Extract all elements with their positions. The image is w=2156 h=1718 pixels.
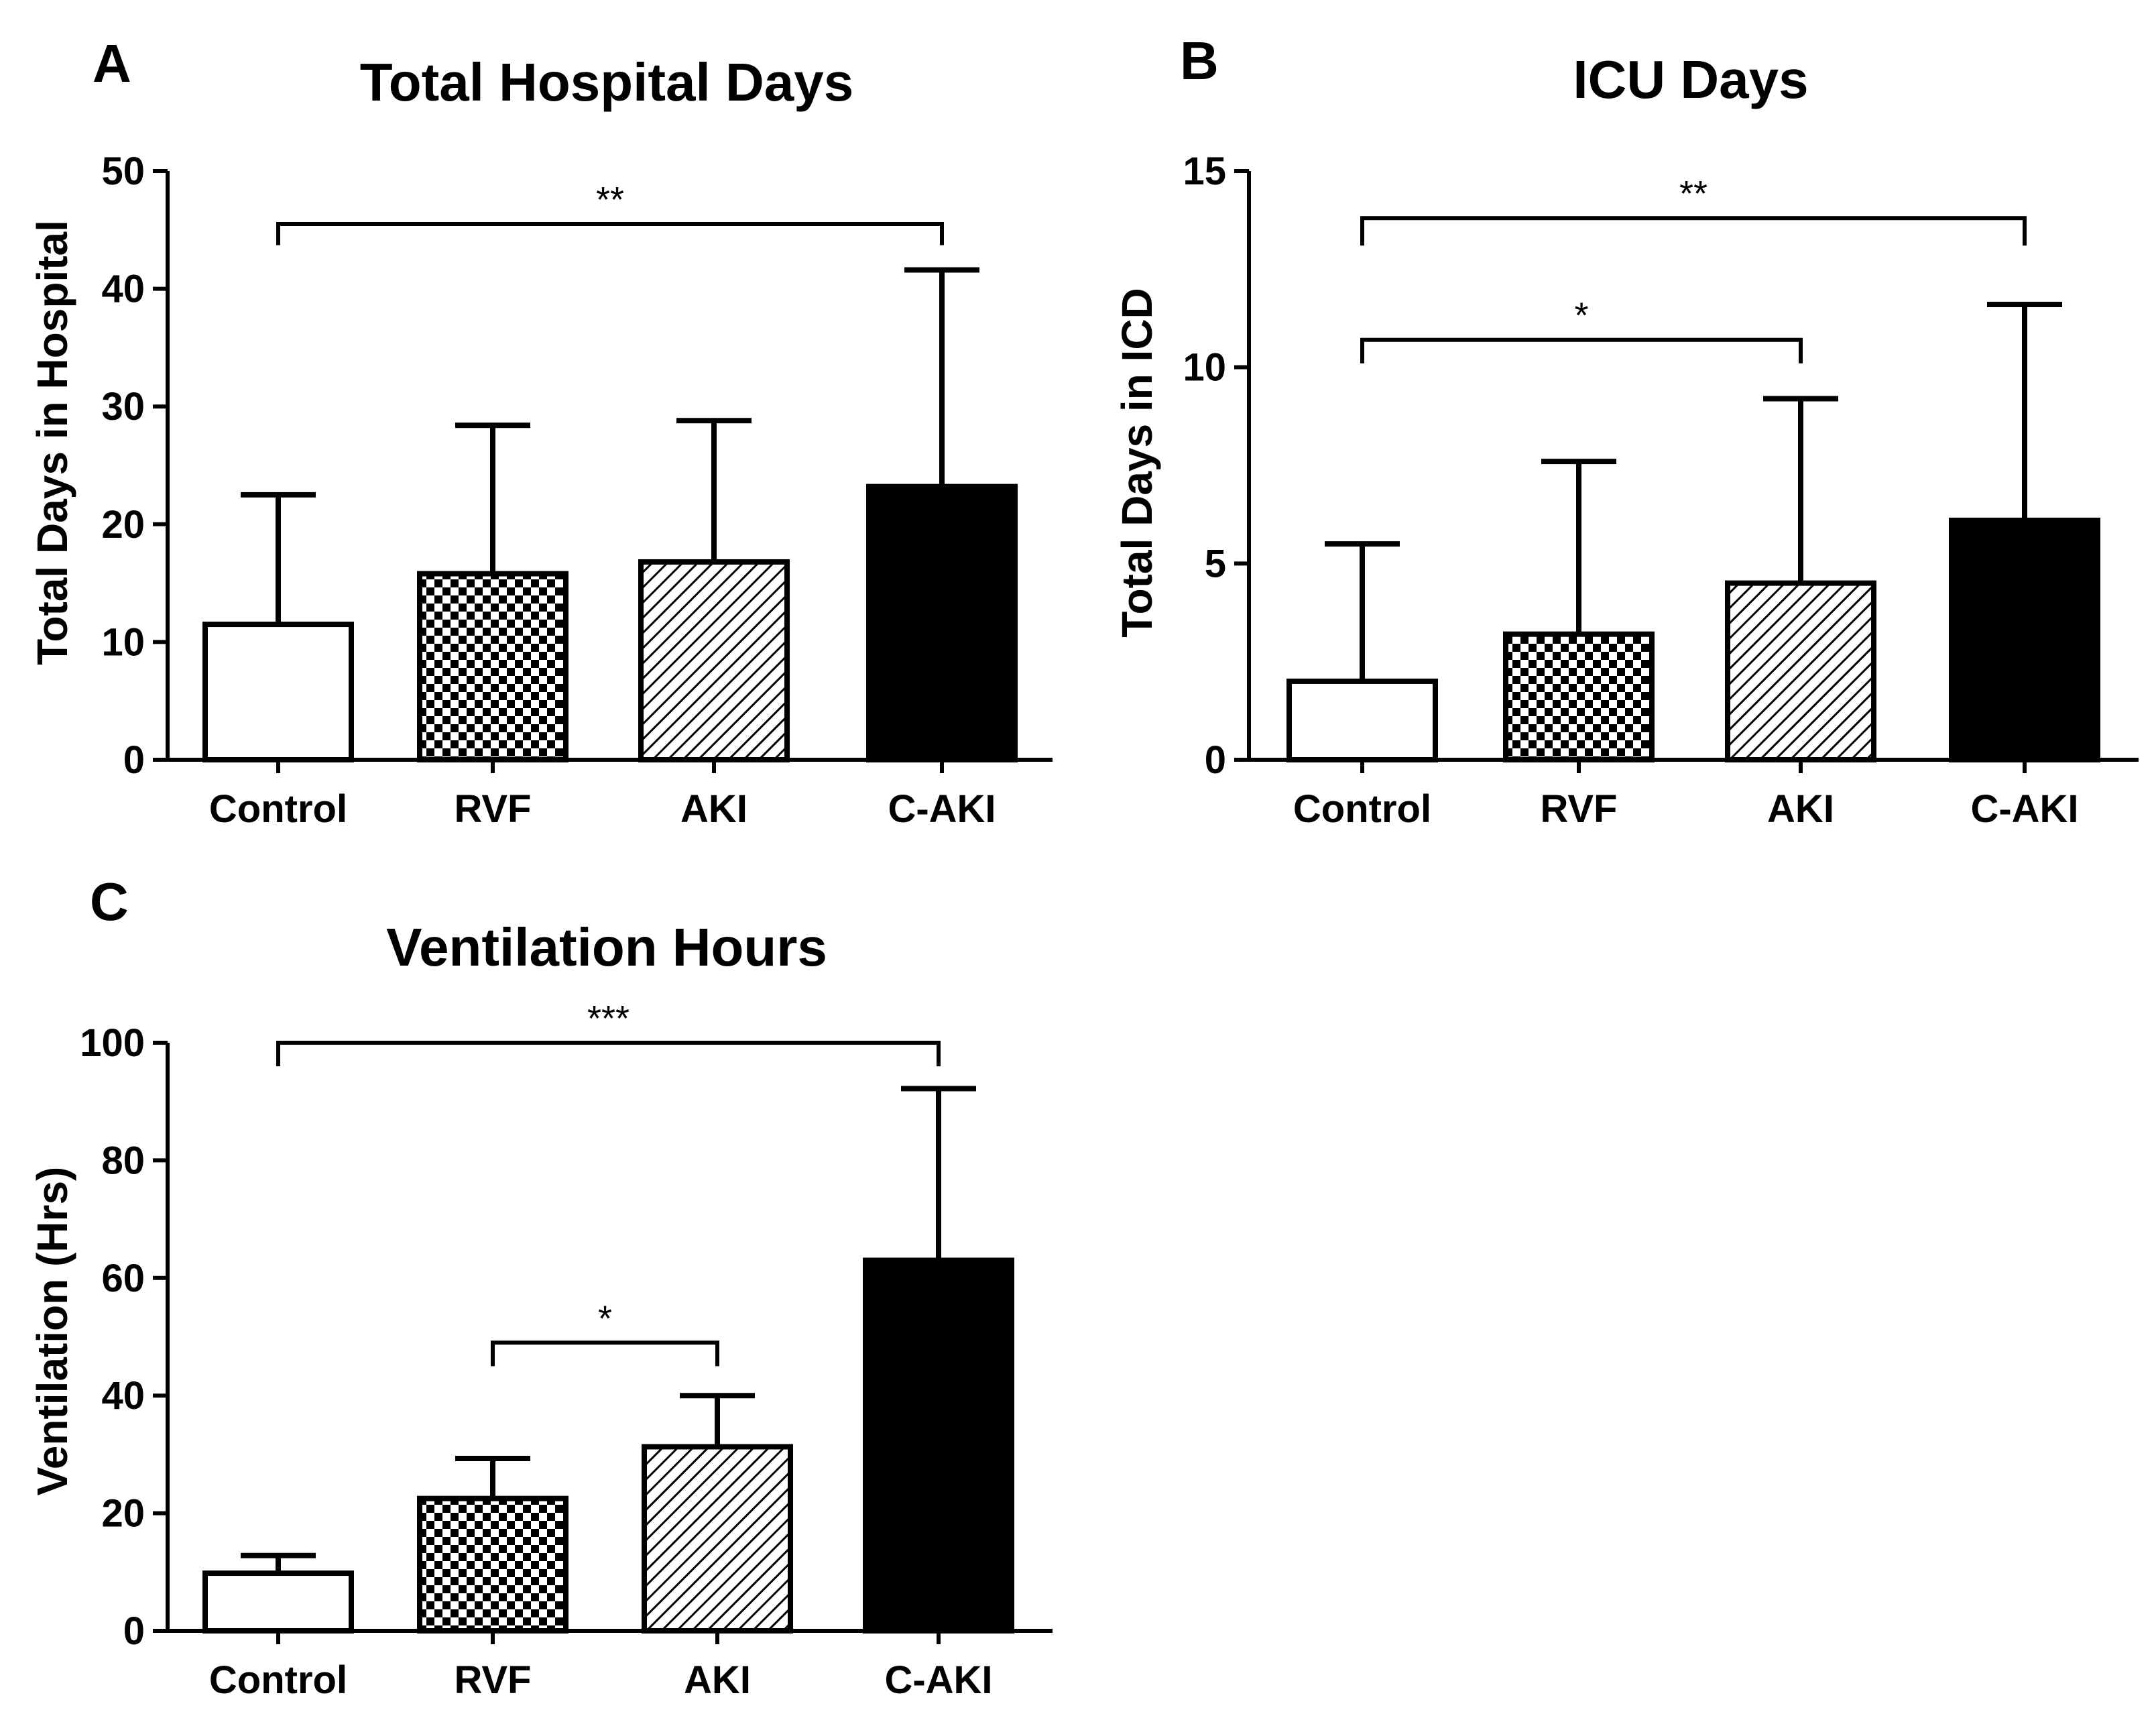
y-tick-label: 20 [101, 1492, 145, 1536]
y-tick-label: 40 [101, 1374, 145, 1418]
bar-rvf [417, 1495, 568, 1634]
y-tick-label: 60 [101, 1257, 145, 1300]
y-tick-label: 10 [1183, 346, 1226, 390]
bar-c-aki [1949, 517, 2100, 762]
panel-label: C [90, 872, 129, 931]
x-tick-label: Control [209, 787, 347, 831]
y-tick-label: 100 [80, 1021, 145, 1065]
bar-c-aki [863, 1257, 1014, 1634]
panel-icu-days: B ICU Days Total Days in ICD 0 5 10 15 Contr… [1113, 31, 2139, 831]
significance-label: *** [587, 998, 630, 1039]
significance-label: * [1574, 296, 1588, 336]
panel-label: B [1180, 31, 1219, 91]
chart-title: Ventilation Hours [386, 917, 827, 977]
bar-aki [642, 1444, 793, 1634]
panel-label: A [93, 34, 131, 93]
y-tick-label: 15 [1183, 150, 1226, 193]
y-axis-label: Total Days in ICD [1113, 288, 1161, 638]
y-tick-label: 40 [101, 268, 145, 311]
y-axis-label: Total Days in Hospital [28, 220, 76, 665]
bar-control [202, 622, 354, 762]
significance-label: * [598, 1298, 612, 1338]
y-tick-label: 0 [123, 738, 145, 782]
significance-bracket [1360, 216, 2027, 246]
y-axis-label: Ventilation (Hrs) [28, 1167, 76, 1496]
y-tick-label: 5 [1205, 542, 1226, 585]
significance-bracket [491, 1340, 719, 1367]
x-tick-label: Control [1293, 787, 1431, 831]
x-tick-label: Control [209, 1658, 347, 1702]
bar-aki [1725, 580, 1876, 762]
x-tick-label: AKI [680, 787, 747, 831]
x-tick-label: C-AKI [884, 1658, 992, 1702]
x-tick-label: RVF [455, 1658, 532, 1702]
bar-rvf [417, 571, 568, 762]
x-tick-label: C-AKI [1970, 787, 2078, 831]
panel-total-hospital-days: A Total Hospital Days Total Days in Hosp… [28, 34, 1053, 831]
bar-rvf [1503, 631, 1655, 763]
significance-bracket [276, 222, 944, 245]
x-tick-label: RVF [455, 787, 532, 831]
x-tick-label: AKI [684, 1658, 751, 1702]
y-tick-label: 0 [1205, 738, 1226, 782]
significance-bracket [1360, 337, 1803, 363]
bar-control [202, 1570, 354, 1634]
bar-control [1286, 678, 1438, 763]
y-tick-label: 20 [101, 503, 145, 547]
plot-area: 0 10 20 30 40 50 Control RVF AKI C-AKI ** [101, 150, 1053, 831]
y-tick-label: 50 [101, 150, 145, 193]
bar-aki [638, 559, 790, 762]
x-tick-label: C-AKI [888, 787, 996, 831]
y-tick-label: 30 [101, 385, 145, 428]
bar-c-aki [866, 483, 1018, 762]
x-tick-label: AKI [1767, 787, 1834, 831]
chart-title: ICU Days [1573, 50, 1808, 109]
y-tick-label: 10 [101, 620, 145, 664]
x-tick-label: RVF [1541, 787, 1618, 831]
panel-ventilation-hours: C Ventilation Hours Ventilation (Hrs) 0 2… [28, 872, 1053, 1702]
y-tick-label: 80 [101, 1139, 145, 1182]
y-tick-label: 0 [123, 1609, 145, 1653]
chart-title: Total Hospital Days [360, 52, 853, 112]
significance-bracket [276, 1041, 941, 1067]
significance-label: ** [1679, 174, 1708, 214]
significance-label: ** [596, 180, 624, 220]
